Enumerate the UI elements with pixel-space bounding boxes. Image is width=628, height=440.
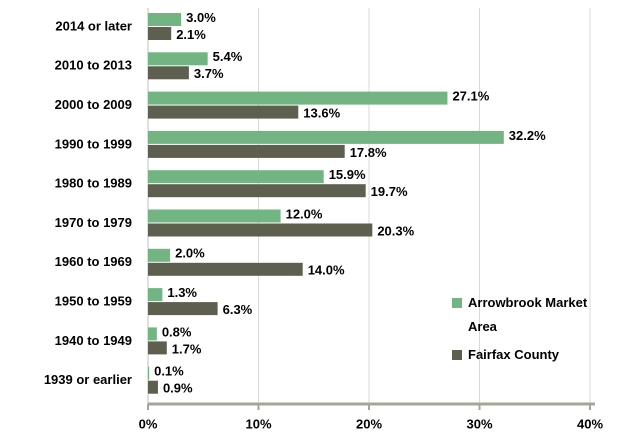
data-label: 32.2% [509,128,546,143]
data-label: 15.9% [329,167,366,182]
data-label: 14.0% [308,263,345,278]
legend-label: Fairfax County [468,347,560,362]
y-tick-label: 1940 to 1949 [55,333,132,348]
data-label: 12.0% [286,206,323,221]
bar [148,144,345,158]
bar [148,52,208,66]
data-label: 2.0% [175,246,205,261]
bar [148,262,303,276]
data-label: 3.7% [194,66,224,81]
y-tick-label: 1980 to 1989 [55,176,132,191]
bar [148,341,167,355]
bar [148,288,163,302]
data-label: 19.7% [371,184,408,199]
data-label: 2.1% [176,27,206,42]
bar [148,380,158,394]
data-label: 1.7% [172,341,202,356]
bar [148,105,299,119]
data-label: 1.3% [167,285,197,300]
bar [148,302,218,316]
bar [148,13,182,26]
y-tick-label: 1939 or earlier [44,372,132,387]
data-label: 0.1% [154,364,184,379]
bar [148,130,504,144]
y-tick-label: 2000 to 2009 [55,97,132,112]
data-label: 0.8% [162,324,192,339]
bar [148,66,189,80]
data-label: 27.1% [452,89,489,104]
x-tick-label: 30% [466,416,492,431]
y-tick-label: 1950 to 1959 [55,294,132,309]
bar [148,91,448,105]
bar [148,366,150,380]
data-label: 0.9% [163,381,193,396]
x-tick-label: 40% [577,416,603,431]
y-tick-label: 2010 to 2013 [55,58,132,73]
bar [148,209,281,223]
bar [148,170,324,184]
data-label: 3.0% [186,10,216,25]
x-tick-label: 20% [356,416,382,431]
data-label: 17.8% [350,145,387,160]
bar [148,248,171,262]
y-tick-label: 1960 to 1969 [55,254,132,269]
bar [148,184,366,198]
bar [148,327,157,341]
y-tick-label: 1990 to 1999 [55,136,132,151]
legend-swatch [452,350,462,360]
legend-label: Arrowbrook Market Area [468,295,588,334]
legend-swatch [452,298,462,308]
x-tick-label: 0% [139,416,158,431]
y-tick-label: 1970 to 1979 [55,215,132,230]
bar [148,27,172,40]
bar [148,223,373,237]
x-tick-label: 10% [245,416,271,431]
data-label: 5.4% [213,49,243,64]
data-label: 6.3% [223,302,253,317]
y-tick-label: 2014 or later [55,18,132,33]
data-label: 20.3% [377,223,414,238]
data-label: 13.6% [303,106,340,121]
